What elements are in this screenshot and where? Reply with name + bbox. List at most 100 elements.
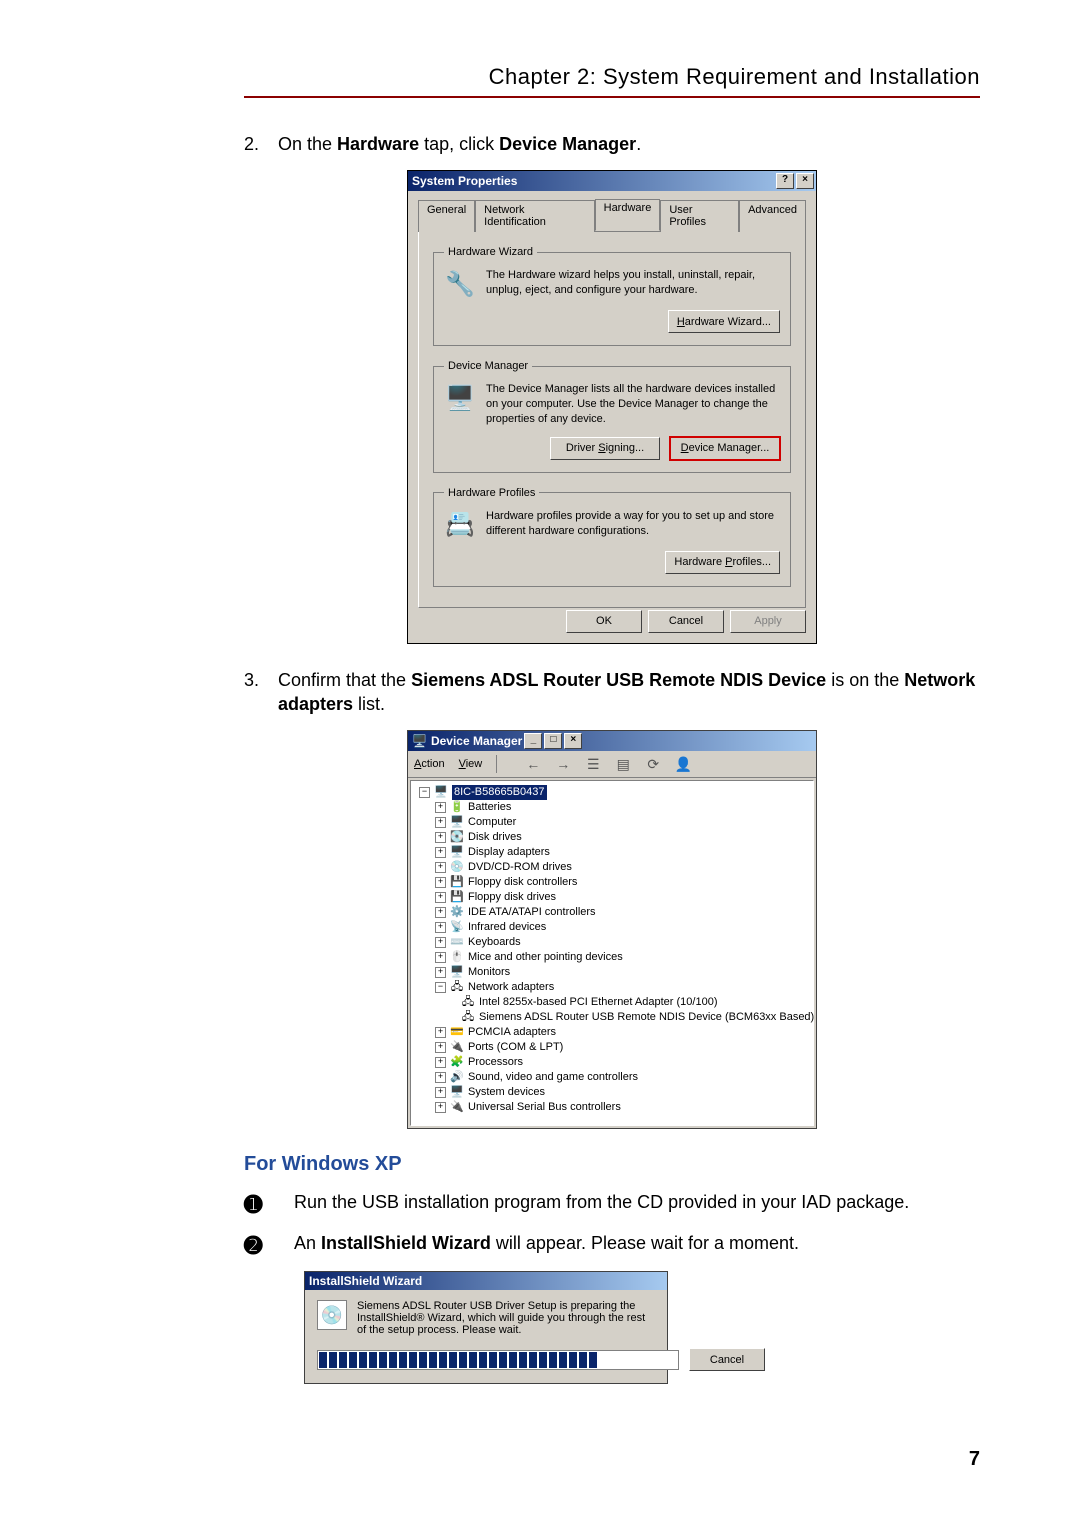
tab-network-identification[interactable]: Network Identification [475,200,594,232]
installshield-titlebar: InstallShield Wizard [305,1272,667,1290]
tree-keyboards[interactable]: +⌨️Keyboards [415,935,809,950]
expand-icon[interactable]: + [435,907,446,918]
tree-pcmcia[interactable]: +💳PCMCIA adapters [415,1025,809,1040]
tree-infrared[interactable]: +📡Infrared devices [415,920,809,935]
expand-icon[interactable]: + [435,832,446,843]
step-2: 2. On the Hardware tap, click Device Man… [244,132,980,156]
tree-mice[interactable]: +🖱️Mice and other pointing devices [415,950,809,965]
tab-hardware[interactable]: Hardware [595,199,661,231]
step-3-number: 3. [244,668,278,717]
properties-icon[interactable]: ▤ [611,753,635,775]
device-manager-button[interactable]: Device Manager... [670,437,780,460]
hardware-wizard-button[interactable]: Hardware Wizard... [668,310,780,333]
tree-floppy-drives[interactable]: +💾Floppy disk drives [415,890,809,905]
profiles-icon: 📇 [444,509,476,541]
tree-floppy-controllers[interactable]: +💾Floppy disk controllers [415,875,809,890]
step-3: 3. Confirm that the Siemens ADSL Router … [244,668,980,717]
expand-icon[interactable]: + [435,952,446,963]
tree-computer[interactable]: +🖥️Computer [415,815,809,830]
expand-icon[interactable]: + [435,1042,446,1053]
installshield-icon: 💿 [317,1300,347,1330]
tree-monitors[interactable]: +🖥️Monitors [415,965,809,980]
back-icon[interactable]: ← [521,753,545,775]
expand-icon[interactable]: + [435,922,446,933]
expand-icon[interactable]: + [435,877,446,888]
refresh-icon[interactable]: ⟳ [641,753,665,775]
forward-icon[interactable]: → [551,753,575,775]
device-tree[interactable]: − 🖥️ 8IC-B58665B0437 +🔋Batteries +🖥️Comp… [410,780,814,1126]
port-icon: 🔌 [450,1040,464,1055]
tree-icon[interactable]: ☰ [581,753,605,775]
nic-icon: 🖧 [461,1010,475,1025]
expand-icon[interactable]: + [435,1057,446,1068]
xp-step-2-number: ➋ [244,1231,268,1255]
menu-view[interactable]: View [459,758,483,770]
tree-system-devices[interactable]: +🖥️System devices [415,1085,809,1100]
hardware-profiles-legend: Hardware Profiles [444,487,539,499]
ok-button[interactable]: OK [566,610,642,633]
expand-icon[interactable]: + [435,802,446,813]
windows-xp-heading: For Windows XP [244,1153,980,1176]
dm-close-button[interactable]: × [564,733,582,749]
installshield-text: Siemens ADSL Router USB Driver Setup is … [357,1300,655,1336]
cpu-icon: 🧩 [450,1055,464,1070]
scan-icon[interactable]: 👤 [671,753,695,775]
tree-usb[interactable]: +🔌Universal Serial Bus controllers [415,1100,809,1115]
hardware-wizard-legend: Hardware Wizard [444,246,537,258]
chapter-heading: Chapter 2: System Requirement and Instal… [244,64,980,98]
nic-icon: 🖧 [461,995,475,1010]
close-button[interactable]: × [796,173,814,189]
expand-icon[interactable]: + [435,937,446,948]
expand-icon[interactable]: + [435,817,446,828]
device-manager-title-icon: 🖥️ [412,734,427,748]
xp-step-1-text: Run the USB installation program from th… [294,1190,909,1214]
hardware-profiles-group: Hardware Profiles 📇 Hardware profiles pr… [433,487,791,587]
tree-dvd[interactable]: +💿DVD/CD-ROM drives [415,860,809,875]
cancel-button[interactable]: Cancel [648,610,724,633]
expand-icon[interactable]: + [435,862,446,873]
tree-sound[interactable]: +🔊Sound, video and game controllers [415,1070,809,1085]
network-icon: 🖧 [450,980,464,995]
expand-icon[interactable]: + [435,1072,446,1083]
disk-icon: 💽 [450,830,464,845]
expand-icon[interactable]: + [435,847,446,858]
hardware-profiles-button[interactable]: Hardware Profiles... [665,551,780,574]
device-manager-menubar: Action View ← → ☰ ▤ ⟳ 👤 [408,751,816,778]
tree-batteries[interactable]: +🔋Batteries [415,800,809,815]
tree-disk-drives[interactable]: +💽Disk drives [415,830,809,845]
tree-siemens-adapter[interactable]: 🖧Siemens ADSL Router USB Remote NDIS Dev… [415,1010,809,1025]
tree-network-adapters[interactable]: −🖧Network adapters [415,980,809,995]
expand-icon[interactable]: + [435,892,446,903]
tree-ports[interactable]: +🔌Ports (COM & LPT) [415,1040,809,1055]
tree-display-adapters[interactable]: +🖥️Display adapters [415,845,809,860]
expand-icon[interactable]: + [435,1087,446,1098]
system-properties-dialog: System Properties ? × General Network Id… [407,170,817,644]
minimize-button[interactable]: _ [524,733,542,749]
tree-processors[interactable]: +🧩Processors [415,1055,809,1070]
display-icon: 🖥️ [450,845,464,860]
system-icon: 🖥️ [450,1085,464,1100]
expand-icon[interactable]: + [435,1102,446,1113]
collapse-icon[interactable]: − [435,982,446,993]
installshield-cancel-button[interactable]: Cancel [689,1348,765,1371]
tab-user-profiles[interactable]: User Profiles [660,200,739,232]
expand-icon[interactable]: + [435,1027,446,1038]
tab-general[interactable]: General [418,200,475,232]
computer-icon: 🖥️ [434,785,448,800]
tree-root[interactable]: − 🖥️ 8IC-B58665B0437 [415,785,809,800]
menu-action[interactable]: Action [414,758,445,770]
expand-icon[interactable]: + [435,967,446,978]
mouse-icon: 🖱️ [450,950,464,965]
help-button[interactable]: ? [776,173,794,189]
hardware-wizard-group: Hardware Wizard 🔧 The Hardware wizard he… [433,246,791,346]
device-manager-title: Device Manager [431,734,522,748]
xp-step-1-number: ➊ [244,1190,268,1214]
tab-advanced[interactable]: Advanced [739,200,806,232]
apply-button[interactable]: Apply [730,610,806,633]
computer-node-icon: 🖥️ [450,815,464,830]
maximize-button[interactable]: □ [544,733,562,749]
tree-ide[interactable]: +⚙️IDE ATA/ATAPI controllers [415,905,809,920]
tree-intel-adapter[interactable]: 🖧Intel 8255x-based PCI Ethernet Adapter … [415,995,809,1010]
collapse-icon[interactable]: − [419,787,430,798]
driver-signing-button[interactable]: Driver Signing... [550,437,660,460]
